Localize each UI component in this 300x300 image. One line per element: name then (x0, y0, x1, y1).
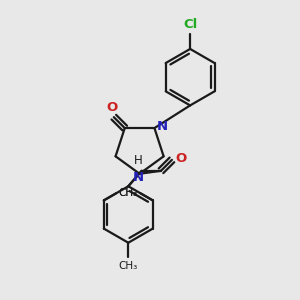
Text: N: N (133, 171, 144, 184)
Text: CH₃: CH₃ (118, 188, 138, 198)
Text: N: N (157, 120, 168, 133)
Text: O: O (107, 100, 118, 114)
Text: CH₃: CH₃ (119, 188, 138, 198)
Text: Cl: Cl (184, 18, 198, 31)
Text: CH₃: CH₃ (119, 261, 138, 271)
Text: O: O (175, 152, 186, 165)
Text: H: H (134, 154, 142, 167)
